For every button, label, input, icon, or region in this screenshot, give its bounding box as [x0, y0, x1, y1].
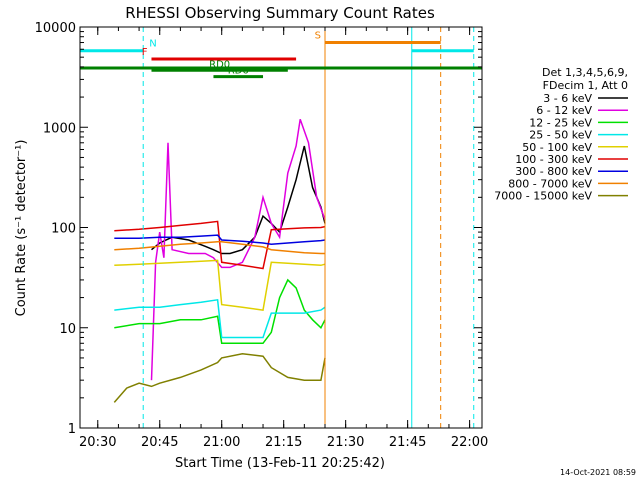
legend-entry-label: 7000 - 15000 keV — [494, 190, 592, 203]
legend-entry-label: 100 - 300 keV — [515, 153, 592, 166]
y-tick-label: 1000 — [43, 121, 76, 136]
series-line-8 — [114, 241, 325, 255]
x-tick-label: 21:45 — [389, 435, 426, 450]
series-line-5 — [114, 259, 326, 311]
legend: Det 1,3,4,5,6,9,FDecim 1, Att 03 - 6 keV… — [494, 66, 628, 203]
y-tick-label: 10 — [59, 322, 76, 337]
x-tick-label: 21:00 — [203, 435, 240, 450]
legend-entry-label: 12 - 25 keV — [529, 116, 592, 129]
series-line-4 — [114, 298, 326, 339]
legend-entry-label: 3 - 6 keV — [543, 92, 592, 105]
x-axis-label: Start Time (13-Feb-11 20:25:42) — [175, 456, 385, 471]
y-axis-label: Count Rate (s⁻¹ detector⁻¹) — [14, 140, 29, 317]
x-tick-label: 22:00 — [451, 435, 488, 450]
series-line-7 — [114, 234, 326, 246]
series-line-9 — [113, 353, 326, 403]
x-tick-label: 21:30 — [327, 435, 364, 450]
legend-entry-label: 6 - 12 keV — [536, 104, 592, 117]
x-tick-label: 20:45 — [141, 435, 178, 450]
flag-label: RD6 — [228, 66, 249, 77]
footer-date: 14-Oct-2021 08:59 — [560, 468, 636, 477]
flag-label: N — [149, 39, 156, 50]
legend-entry-label: 25 - 50 keV — [529, 129, 592, 142]
flag-label: F — [142, 47, 148, 58]
series-group — [113, 119, 326, 403]
x-tick-label: 20:30 — [79, 435, 116, 450]
chart-title: RHESSI Observing Summary Count Rates — [125, 4, 435, 22]
flag-label: RD0 — [209, 59, 230, 70]
flag-label: S — [315, 31, 321, 42]
series-line-6 — [114, 220, 326, 270]
legend-header-line: FDecim 1, Att 0 — [543, 79, 628, 92]
y-tick-label: 1 — [68, 422, 76, 437]
series-line-2 — [150, 119, 326, 381]
y-tick-label: 100 — [51, 222, 76, 237]
legend-entry-label: 800 - 7000 keV — [508, 177, 592, 190]
legend-entry-label: 50 - 100 keV — [522, 141, 592, 154]
x-tick-label: 21:15 — [265, 435, 302, 450]
legend-entry-label: 300 - 800 keV — [515, 165, 592, 178]
y-tick-label: 10000 — [35, 21, 76, 36]
legend-header-line: Det 1,3,4,5,6,9, — [542, 66, 628, 79]
